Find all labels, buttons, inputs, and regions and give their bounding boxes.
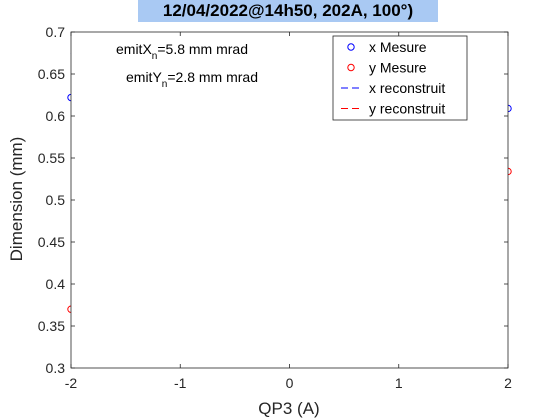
emittance-annotation: emitYn=2.8 mm mrad: [126, 69, 258, 90]
chart-title: 12/04/2022@14h50, 202A, 100°): [138, 0, 438, 22]
y-tick-label: 0.7: [46, 24, 66, 40]
x-axis-title: QP3 (A): [258, 399, 319, 418]
y-tick-label: 0.5: [46, 192, 66, 208]
legend-label: x reconstruit: [369, 80, 445, 96]
legend-box: [332, 35, 468, 121]
x-tick-label: -2: [65, 375, 78, 391]
x-tick-label: 0: [286, 375, 294, 391]
y-tick-label: 0.35: [38, 318, 65, 334]
legend-marker-swatch: [347, 43, 355, 51]
y-tick-label: 0.45: [38, 234, 65, 250]
x-tick-label: 1: [395, 375, 403, 391]
y-tick-label: 0.55: [38, 150, 65, 166]
y-tick-label: 0.6: [46, 108, 66, 124]
emittance-annotation: emitXn=5.8 mm mrad: [116, 41, 248, 62]
y-axis-title: Dimension (mm): [7, 137, 26, 262]
legend-label: y Mesure: [369, 60, 427, 76]
y-tick-label: 0.65: [38, 66, 65, 82]
legend-label: y reconstruit: [369, 101, 445, 117]
x-tick-label: -1: [174, 375, 187, 391]
legend-marker-swatch: [347, 63, 355, 72]
y-tick-label: 0.4: [46, 276, 66, 292]
x-tick-label: 2: [504, 375, 512, 391]
y-tick-label: 0.3: [46, 360, 66, 376]
legend-label: x Mesure: [369, 39, 427, 55]
